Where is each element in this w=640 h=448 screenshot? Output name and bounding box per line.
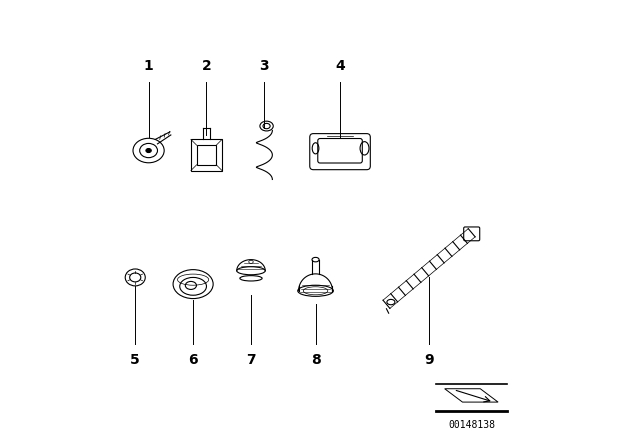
Text: 5: 5 — [131, 353, 140, 367]
Text: 1: 1 — [144, 59, 154, 73]
Ellipse shape — [146, 149, 151, 152]
Ellipse shape — [249, 260, 253, 263]
Text: 3: 3 — [260, 59, 269, 73]
Text: 00148138: 00148138 — [448, 420, 495, 430]
Text: 4: 4 — [335, 59, 345, 73]
Text: 2: 2 — [202, 59, 211, 73]
Text: 9: 9 — [424, 353, 434, 367]
Text: 7: 7 — [246, 353, 256, 367]
Polygon shape — [445, 389, 498, 402]
Text: 8: 8 — [310, 353, 321, 367]
Text: 6: 6 — [188, 353, 198, 367]
